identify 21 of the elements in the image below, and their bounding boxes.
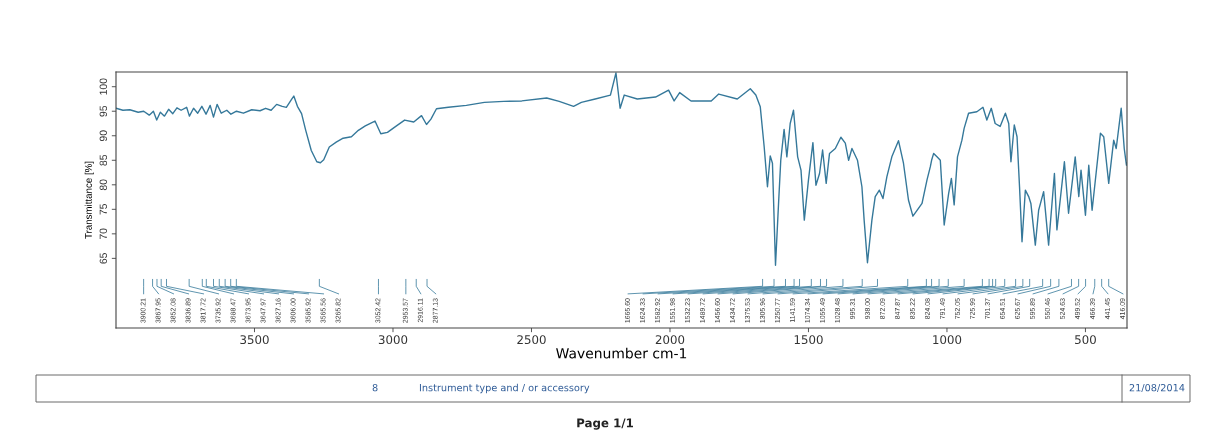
x-tick-label: 2000: [655, 335, 685, 345]
y-tick-label: 80: [99, 179, 107, 191]
text: 21/08/2014: [1129, 383, 1185, 393]
x-axis-title: Wavenumber cm-1: [556, 347, 687, 359]
text: Instrument type and / or accessory: [419, 383, 590, 394]
y-tick-label: 95: [99, 105, 107, 117]
text: Page 1/1: [577, 418, 633, 430]
x-tick-label: 500: [1075, 335, 1096, 345]
y-tick-label: 85: [99, 154, 107, 166]
text: 8: [372, 383, 378, 392]
x-tick-label: 2500: [517, 335, 546, 345]
y-tick-label: 70: [99, 228, 107, 240]
x-tick-label: 1500: [794, 335, 823, 345]
x-tick-label: 1000: [933, 335, 962, 345]
y-tick-label: 75: [99, 203, 107, 215]
x-tick-label: 3000: [378, 335, 408, 345]
y-tick-label: 90: [99, 130, 107, 142]
y-tick-label: 65: [99, 253, 107, 264]
y-axis-title: Transmittance [%]: [84, 161, 94, 239]
y-tick-label: 100: [99, 78, 107, 95]
x-tick-label: 3500: [240, 335, 269, 345]
